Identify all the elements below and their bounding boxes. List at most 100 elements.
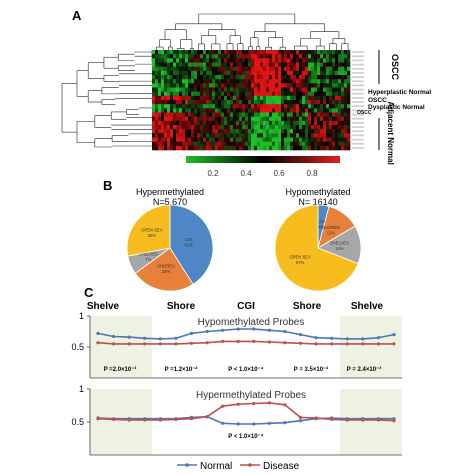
heatmap-cell: [194, 133, 198, 138]
heatmap-cell: [272, 116, 276, 122]
heatmap-cell: [344, 125, 348, 130]
heatmap-cell: [284, 137, 288, 142]
heatmap-cell: [344, 91, 348, 97]
y-tick-label: 1: [79, 384, 84, 394]
heatmap-cell: [164, 91, 168, 97]
heatmap-cell: [326, 79, 330, 84]
heatmap-cell: [242, 70, 246, 76]
heatmap-cell: [323, 83, 327, 88]
heatmap-cell: [218, 137, 222, 142]
heatmap-cell: [215, 104, 219, 109]
heatmap-cell: [233, 137, 237, 142]
heatmap-cell: [287, 133, 291, 138]
pie-slice-label: 24%: [162, 269, 171, 274]
heatmap-cell: [344, 108, 348, 113]
heatmap-cell: [224, 120, 228, 126]
heatmap-cell: [239, 87, 243, 92]
heatmap-cell: [164, 70, 168, 76]
heatmap-cell: [215, 83, 219, 88]
heatmap-cell: [182, 145, 186, 151]
heatmap-cell: [290, 129, 294, 134]
heatmap-cell: [251, 120, 255, 126]
heatmap-cell: [305, 100, 309, 105]
heatmap-cell: [224, 141, 228, 147]
heatmap-cell: [158, 83, 162, 88]
heatmap-cell: [332, 133, 336, 138]
heatmap-cell: [215, 58, 219, 63]
heatmap-cell: [296, 108, 300, 113]
heatmap-cell: [155, 87, 159, 92]
heatmap-cell: [173, 91, 177, 97]
heatmap-cell: [287, 108, 291, 113]
heatmap-cell: [335, 116, 339, 122]
heatmap-cell: [329, 50, 333, 55]
heatmap-cell: [290, 141, 294, 147]
heatmap-cell: [182, 75, 186, 80]
heatmap-cell: [260, 112, 264, 117]
heatmap-cell: [251, 62, 255, 67]
heatmap-cell: [236, 62, 240, 67]
heatmap-cell: [245, 79, 249, 84]
heatmap-cell: [158, 79, 162, 84]
heatmap-cell: [185, 112, 189, 117]
heatmap-cell: [212, 95, 216, 101]
heatmap-cell: [236, 91, 240, 97]
heatmap-cell: [323, 54, 327, 59]
p-value-label: P < 1.0×10⁻⁴: [228, 434, 263, 440]
heatmap-cell: [347, 145, 351, 151]
heatmap-cell: [314, 129, 318, 134]
heatmap-cell: [170, 145, 174, 151]
heatmap-cell: [239, 125, 243, 130]
heatmap-cell: [323, 87, 327, 92]
heatmap-cell: [275, 75, 279, 80]
heatmap-cell: [263, 62, 267, 67]
heatmap-cell: [155, 70, 159, 76]
heatmap-cell: [290, 66, 294, 72]
heatmap-cell: [287, 116, 291, 122]
heatmap-cell: [260, 66, 264, 72]
heatmap-cell: [188, 129, 192, 134]
heatmap-cell: [311, 91, 315, 97]
heatmap-cell: [281, 104, 285, 109]
heatmap-cell: [152, 58, 156, 63]
heatmap-cell: [344, 116, 348, 122]
heatmap-cell: [263, 141, 267, 147]
heatmap-cell: [209, 66, 213, 72]
heatmap-cell: [251, 70, 255, 76]
heatmap-cell: [251, 83, 255, 88]
heatmap-cell: [272, 79, 276, 84]
heatmap-cell: [215, 129, 219, 134]
series-point-normal: [143, 336, 147, 340]
heatmap-cell: [209, 75, 213, 80]
pie-title: Hypomethylated: [285, 187, 350, 197]
heatmap-cell: [167, 120, 171, 126]
heatmap-cell: [161, 108, 165, 113]
heatmap-cell: [200, 95, 204, 101]
heatmap-cell: [239, 100, 243, 105]
heatmap-cell: [338, 116, 342, 122]
heatmap-cell: [299, 95, 303, 101]
heatmap-cell: [284, 50, 288, 55]
heatmap-cell: [188, 100, 192, 105]
heatmap-cell: [329, 141, 333, 147]
heatmap-cell: [212, 141, 216, 147]
heatmap-cell: [341, 75, 345, 80]
heatmap-cell: [227, 75, 231, 80]
heatmap-cell: [239, 145, 243, 151]
heatmap-cell: [302, 129, 306, 134]
heatmap-cell: [308, 133, 312, 138]
heatmap-cell: [302, 79, 306, 84]
series-point-normal: [236, 327, 240, 331]
heatmap-cell: [311, 87, 315, 92]
heatmap-cell: [212, 58, 216, 63]
heatmap-cell: [257, 145, 261, 151]
heatmap-cell: [236, 108, 240, 113]
series-point-normal: [96, 331, 100, 335]
heatmap-cell: [317, 54, 321, 59]
heatmap-cell: [224, 133, 228, 138]
heatmap-cell: [206, 100, 210, 105]
heatmap-cell: [227, 58, 231, 63]
heatmap-cell: [308, 66, 312, 72]
heatmap-cell: [218, 79, 222, 84]
pie-subtitle: N= 16140: [298, 197, 337, 207]
